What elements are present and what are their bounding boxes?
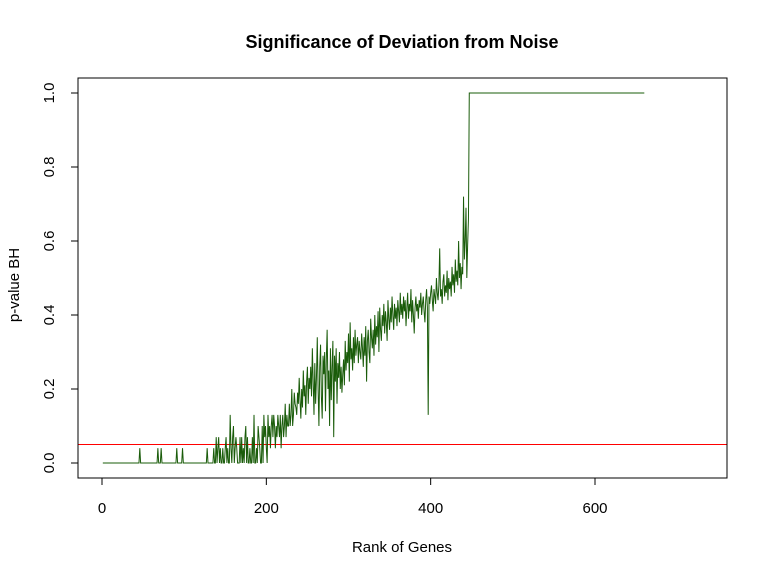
y-tick-label: 0.8 [41, 157, 58, 178]
x-axis: 0 200 400 600 [98, 477, 608, 517]
x-tick-label: 200 [254, 500, 279, 517]
y-tick-label: 1.0 [41, 83, 58, 104]
y-tick-label: 0.2 [41, 379, 58, 400]
series-lines [102, 92, 645, 464]
chart-title: Significance of Deviation from Noise [245, 32, 558, 52]
x-axis-label: Rank of Genes [352, 539, 452, 556]
pvalue-series-line [102, 92, 645, 464]
y-axis-label: p-value BH [6, 248, 23, 322]
y-axis: 0.0 0.2 0.4 0.6 0.8 1.0 [41, 83, 79, 474]
x-tick-label: 400 [418, 500, 443, 517]
y-tick-label: 0.6 [41, 231, 58, 252]
x-tick-label: 0 [98, 500, 106, 517]
y-tick-label: 0.4 [41, 305, 58, 326]
x-tick-label: 600 [582, 500, 607, 517]
y-tick-label: 0.0 [41, 453, 58, 474]
plot-frame [77, 77, 728, 479]
